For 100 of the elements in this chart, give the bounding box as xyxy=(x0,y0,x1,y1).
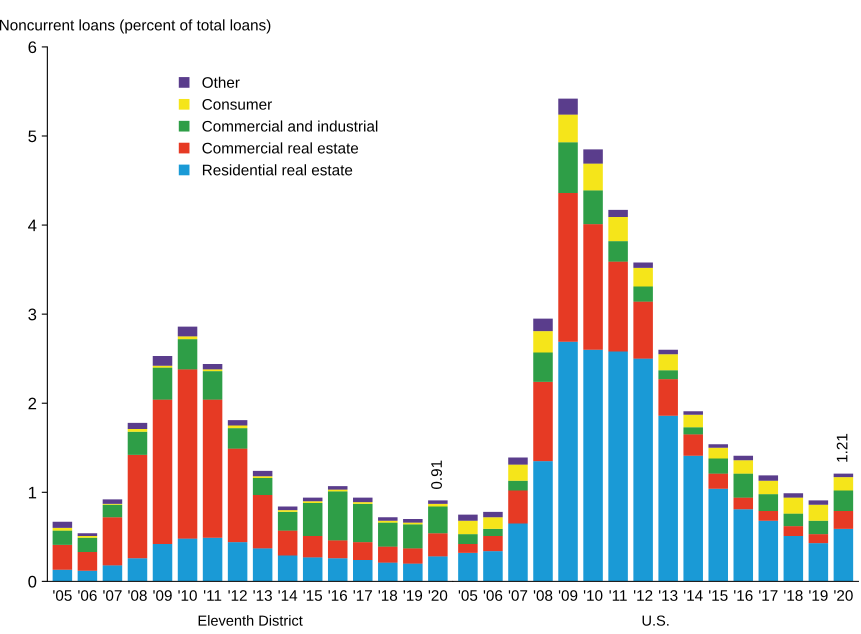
bar xyxy=(558,142,578,193)
x-tick-label: '16 xyxy=(328,590,348,601)
bar xyxy=(583,190,603,224)
bar xyxy=(78,538,98,552)
x-tick-label: '09 xyxy=(558,590,578,601)
bar xyxy=(428,504,448,507)
bar xyxy=(633,286,653,302)
bar xyxy=(428,500,448,504)
bar xyxy=(302,557,322,582)
bar xyxy=(784,536,804,582)
bar xyxy=(378,517,398,521)
bar xyxy=(458,552,478,582)
y-tick-label: 4 xyxy=(28,220,36,232)
bar xyxy=(808,520,828,534)
legend-label: Consumer xyxy=(202,98,272,110)
bar xyxy=(483,528,503,536)
bar xyxy=(558,193,578,342)
bar xyxy=(808,534,828,544)
bar xyxy=(658,379,678,416)
bar xyxy=(734,509,754,582)
bar xyxy=(228,425,248,428)
bar xyxy=(278,556,298,582)
x-tick-label: '11 xyxy=(204,590,222,601)
bar xyxy=(252,478,272,495)
bar xyxy=(403,524,423,548)
bar xyxy=(533,461,553,582)
bar xyxy=(608,217,628,242)
bar xyxy=(328,486,348,490)
bar xyxy=(483,551,503,582)
bar xyxy=(278,512,298,531)
bar xyxy=(708,448,728,458)
bar xyxy=(583,224,603,350)
x-axis-title: Eleventh District xyxy=(198,615,303,626)
bar xyxy=(78,533,98,536)
bar xyxy=(608,262,628,352)
y-tick-label: 6 xyxy=(28,41,36,54)
legend-label: Other xyxy=(202,76,240,88)
bar xyxy=(834,528,854,582)
x-tick-label: '19 xyxy=(809,590,828,601)
x-tick-label: '12 xyxy=(228,590,247,601)
bar xyxy=(734,474,754,498)
x-tick-label: '18 xyxy=(378,590,398,601)
bar xyxy=(583,350,603,582)
bar xyxy=(758,480,778,494)
bar xyxy=(808,500,828,505)
x-tick-label: '07 xyxy=(508,590,528,601)
bar xyxy=(102,565,122,582)
x-tick-label: '10 xyxy=(584,590,602,601)
bar xyxy=(178,326,198,336)
x-tick-label: '06 xyxy=(484,590,502,601)
bar xyxy=(228,428,248,449)
bar xyxy=(403,548,423,564)
bar xyxy=(658,350,678,354)
bar xyxy=(508,490,528,524)
bar xyxy=(758,475,778,481)
bar xyxy=(683,427,703,434)
bar xyxy=(508,480,528,491)
bar xyxy=(403,564,423,582)
bar xyxy=(458,534,478,544)
bar xyxy=(708,488,728,582)
y-tick-label: 0 xyxy=(28,576,36,588)
x-tick-label: '14 xyxy=(684,590,703,601)
bar xyxy=(533,382,553,462)
x-tick-label: '19 xyxy=(404,590,422,601)
bar xyxy=(558,98,578,115)
bar xyxy=(202,371,222,400)
bar xyxy=(458,514,478,521)
bar xyxy=(708,458,728,474)
bar xyxy=(758,494,778,512)
bar xyxy=(683,411,703,415)
bar xyxy=(328,540,348,558)
bar xyxy=(102,499,122,504)
bar xyxy=(202,364,222,370)
bar xyxy=(834,511,854,529)
bar xyxy=(483,512,503,518)
bar xyxy=(533,331,553,352)
y-tick-label: 3 xyxy=(28,308,36,320)
bar xyxy=(328,558,348,582)
bar xyxy=(228,542,248,582)
bar xyxy=(428,506,448,534)
x-tick-label: '09 xyxy=(153,590,172,601)
bar xyxy=(52,528,72,531)
x-tick-label: '08 xyxy=(128,590,147,601)
bar xyxy=(52,530,72,545)
bar xyxy=(78,552,98,571)
legend-label: Residential real estate xyxy=(202,164,352,176)
bar xyxy=(658,354,678,370)
bar xyxy=(608,352,628,582)
bar xyxy=(708,444,728,448)
bar xyxy=(278,530,298,556)
y-tick-label: 2 xyxy=(28,398,36,410)
bar xyxy=(784,526,804,536)
bar xyxy=(658,370,678,380)
bar xyxy=(533,318,553,332)
bar xyxy=(302,536,322,558)
bar xyxy=(583,149,603,164)
bar xyxy=(152,368,172,400)
bar xyxy=(178,369,198,539)
x-tick-label: '13 xyxy=(253,590,272,601)
bar xyxy=(758,511,778,521)
